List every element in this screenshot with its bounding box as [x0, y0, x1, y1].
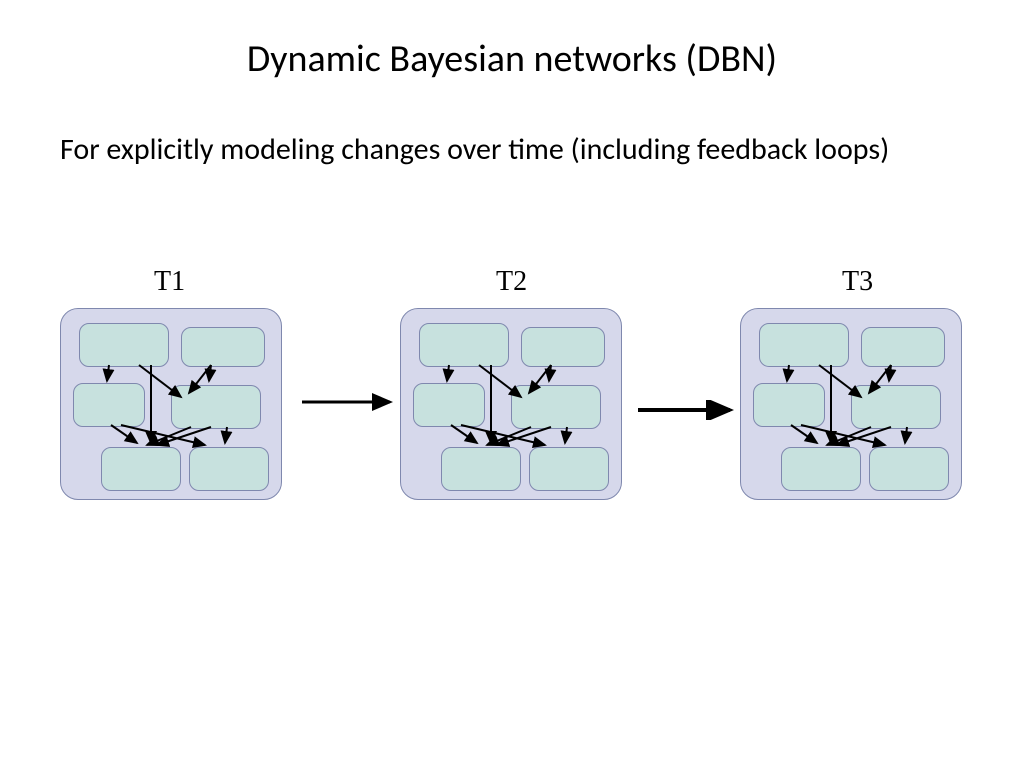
network-node	[861, 327, 945, 367]
network-node	[851, 385, 941, 429]
slide: Dynamic Bayesian networks (DBN) For expl…	[0, 0, 1024, 768]
network-node	[79, 323, 169, 367]
transition-arrow	[300, 392, 402, 412]
network-node	[171, 385, 261, 429]
network-node	[753, 383, 825, 427]
network-node	[101, 447, 181, 491]
network-node	[189, 447, 269, 491]
network-node	[181, 327, 265, 367]
network-node	[869, 447, 949, 491]
network-node	[419, 323, 509, 367]
network-node	[73, 383, 145, 427]
network-node	[521, 327, 605, 367]
slide-subtitle: For explicitly modeling changes over tim…	[60, 130, 990, 169]
network-node	[529, 447, 609, 491]
network-node	[511, 385, 601, 429]
time-label: T3	[842, 266, 873, 298]
time-label: T1	[154, 266, 185, 298]
network-node	[759, 323, 849, 367]
network-node	[413, 383, 485, 427]
time-label: T2	[496, 266, 527, 298]
network-node	[441, 447, 521, 491]
network-node	[781, 447, 861, 491]
transition-arrow	[636, 400, 742, 420]
time-slice-panel	[60, 308, 282, 500]
time-slice-panel	[400, 308, 622, 500]
time-slice-panel	[740, 308, 962, 500]
slide-title: Dynamic Bayesian networks (DBN)	[0, 36, 1024, 82]
